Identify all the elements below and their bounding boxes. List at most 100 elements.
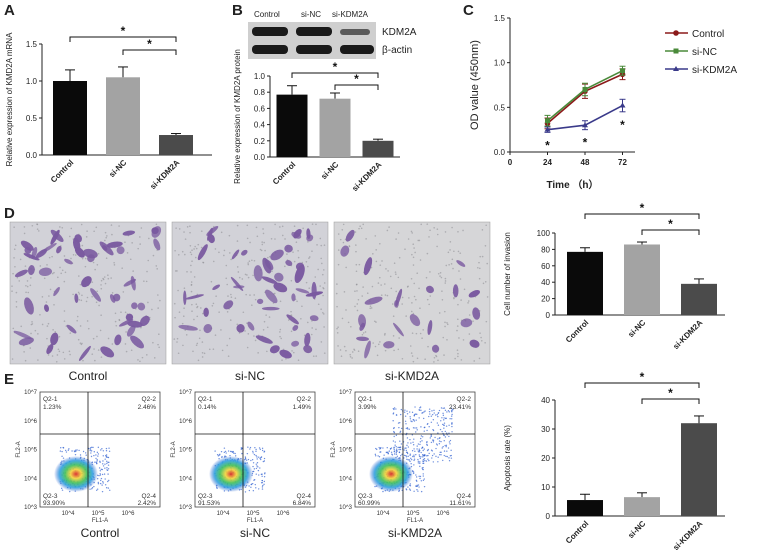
membrane-pore (105, 257, 108, 260)
membrane-pore (43, 277, 46, 280)
membrane-pore (257, 352, 259, 354)
membrane-pore (345, 309, 347, 311)
membrane-pore (384, 332, 386, 335)
event-dot (405, 489, 408, 491)
invading-cell (20, 240, 34, 251)
membrane-pore (27, 291, 30, 294)
membrane-pore (69, 353, 71, 356)
event-dot (422, 449, 424, 452)
membrane-pore (463, 288, 466, 291)
membrane-pore (143, 280, 145, 282)
membrane-pore (253, 335, 255, 337)
membrane-pore (264, 249, 266, 252)
membrane-pore (411, 232, 414, 234)
event-dot (67, 449, 70, 451)
membrane-pore (113, 264, 116, 266)
event-dot (417, 450, 419, 452)
event-dot (429, 413, 431, 415)
quadrant-name: Q2-3 (198, 493, 213, 500)
flow-y-tick: 10^7 (179, 390, 192, 396)
membrane-pore (411, 355, 414, 357)
event-dot (382, 447, 384, 449)
membrane-pore (457, 352, 459, 355)
quadrant-value: 60.99% (358, 500, 380, 507)
quadrant-name: Q2-4 (142, 493, 157, 500)
invading-cell (292, 325, 299, 331)
membrane-pore (100, 287, 103, 290)
membrane-pore (349, 356, 352, 358)
event-dot (255, 473, 257, 475)
event-dot (419, 407, 421, 409)
membrane-pore (260, 249, 263, 252)
event-dot (252, 450, 254, 453)
significance-bracket (291, 72, 379, 78)
event-dot (102, 480, 104, 483)
membrane-pore (41, 296, 44, 298)
membrane-pore (323, 244, 326, 246)
membrane-pore (125, 331, 127, 333)
membrane-pore (263, 241, 265, 244)
event-dot (444, 444, 446, 447)
event-dot (229, 450, 232, 453)
membrane-pore (80, 223, 83, 226)
event-dot (247, 446, 249, 448)
x-tick-label: si-KDM2A (148, 158, 181, 191)
membrane-pore (453, 250, 455, 253)
membrane-pore (201, 351, 204, 354)
membrane-pore (444, 231, 447, 233)
event-dot (403, 449, 405, 451)
event-dot (419, 443, 421, 446)
membrane-pore (147, 259, 150, 262)
event-dot (441, 430, 443, 433)
event-dot (433, 409, 435, 412)
event-dot (99, 473, 101, 475)
y-tick-label: 1.5 (494, 14, 506, 23)
quadrant-name: Q2-2 (297, 396, 312, 403)
membrane-pore (360, 227, 363, 230)
membrane-pore (208, 348, 211, 351)
event-dot (423, 430, 425, 432)
invading-cell (56, 245, 62, 254)
event-dot (416, 445, 418, 447)
membrane-pore (176, 270, 178, 272)
event-dot (451, 411, 453, 413)
membrane-pore (81, 342, 83, 345)
membrane-pore (176, 337, 179, 340)
membrane-pore (95, 226, 98, 229)
event-dot (429, 437, 431, 439)
bar (276, 94, 308, 157)
event-dot (406, 428, 409, 430)
membrane-pore (311, 327, 313, 329)
event-dot (391, 453, 393, 455)
event-dot (75, 449, 77, 451)
membrane-pore (291, 350, 293, 352)
flow-x-tick: 10^5 (247, 511, 260, 517)
event-dot (259, 467, 261, 469)
membrane-pore (26, 280, 29, 282)
membrane-pore (370, 266, 373, 269)
event-dot (414, 427, 416, 429)
event-dot (96, 489, 98, 491)
event-dot (411, 411, 414, 414)
membrane-pore (194, 245, 196, 248)
membrane-pore (191, 249, 193, 252)
membrane-pore (57, 348, 60, 351)
invading-cell (106, 241, 123, 248)
x-tick-label: Control (564, 318, 590, 344)
membrane-pore (249, 241, 251, 244)
event-dot (450, 407, 453, 410)
membrane-pore (93, 348, 95, 350)
invading-cell (64, 258, 73, 265)
event-dot (430, 415, 433, 417)
membrane-pore (218, 311, 220, 313)
membrane-pore (395, 273, 397, 275)
membrane-pore (228, 337, 231, 340)
event-dot (399, 421, 401, 424)
western-blot: Control si-NC si-KDM2A KDM2A β-actin (248, 10, 417, 59)
membrane-pore (384, 294, 387, 296)
membrane-pore (311, 223, 314, 225)
membrane-pore (468, 314, 471, 316)
membrane-pore (441, 290, 443, 292)
membrane-pore (356, 303, 359, 305)
event-dot (108, 447, 110, 449)
